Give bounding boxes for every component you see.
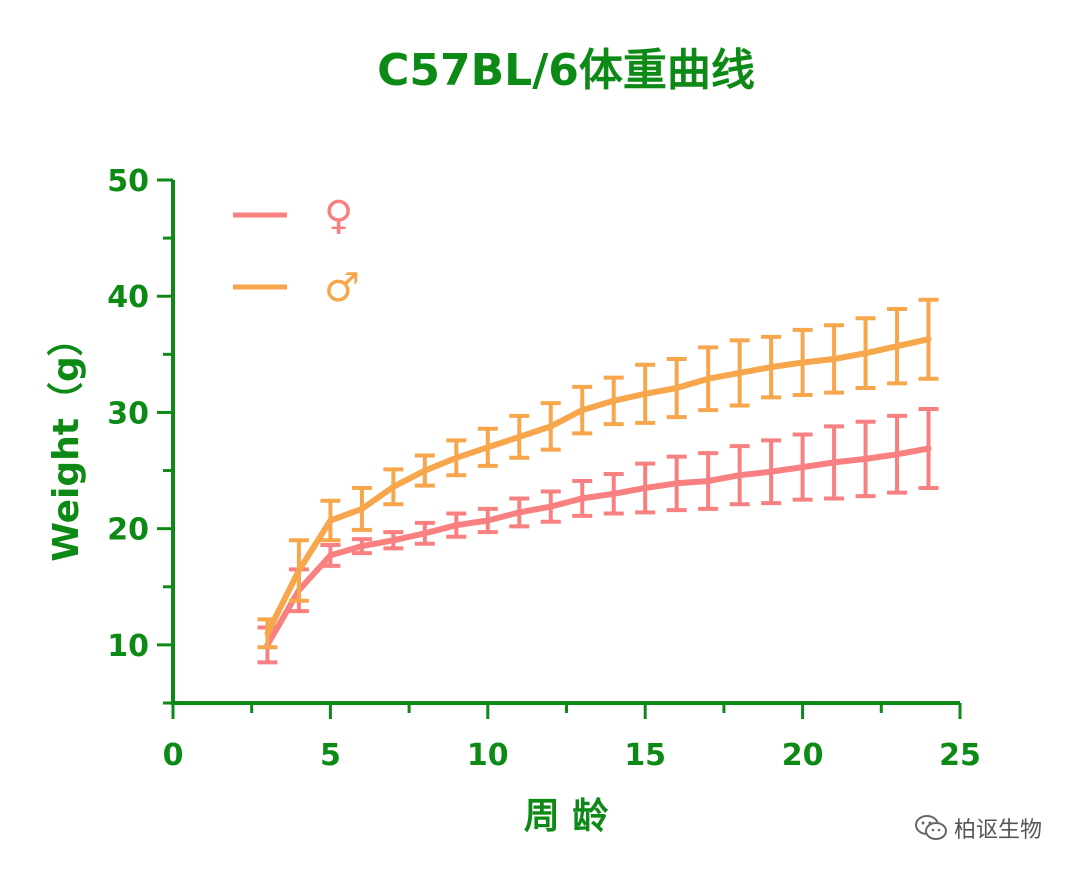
axes: 0 5 10 15 20 25 10 20 30 40 50 (107, 164, 981, 773)
wechat-icon (914, 815, 947, 840)
series-male (257, 297, 939, 650)
watermark: 柏讴生物 (914, 812, 1042, 844)
plot-area (257, 297, 939, 665)
y-tick-label: 10 (107, 629, 149, 664)
y-tick-label: 50 (107, 164, 149, 199)
y-tick-label: 20 (107, 513, 149, 548)
x-axis-label: 周 龄 (524, 796, 609, 837)
watermark-text: 柏讴生物 (953, 818, 1042, 843)
legend-label: ♀ (324, 193, 353, 239)
legend-label: ♂ (324, 265, 360, 311)
x-tick-label: 20 (782, 738, 824, 773)
y-tick-label: 30 (107, 396, 149, 431)
series-line (264, 336, 932, 637)
series-line (264, 445, 932, 648)
legend: ♀♂ (233, 193, 360, 311)
series-female (257, 406, 939, 665)
chart-title: C57BL/6体重曲线 (377, 45, 755, 96)
y-axis-label: Weight（g） (46, 320, 87, 562)
x-tick-label: 0 (163, 738, 184, 773)
y-tick-label: 40 (107, 280, 149, 315)
x-tick-label: 25 (939, 738, 981, 773)
x-tick-label: 5 (320, 738, 341, 773)
x-tick-label: 10 (467, 738, 509, 773)
x-tick-label: 15 (624, 738, 666, 773)
